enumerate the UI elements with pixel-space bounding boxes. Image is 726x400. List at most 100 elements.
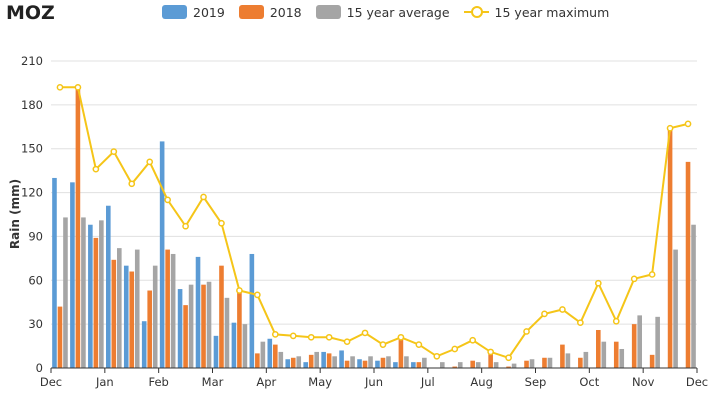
max-line-point [415, 341, 423, 348]
max-line-point [236, 287, 243, 294]
x-tick-label: Jul [420, 375, 435, 389]
bar-15-year-average [547, 357, 553, 368]
x-tick-label: Jan [95, 375, 114, 389]
bar-15-year-average [152, 265, 158, 368]
bar-2018 [596, 329, 601, 368]
bar-15-year-average [475, 362, 481, 368]
max-line-point [182, 222, 189, 230]
bar-2018 [578, 357, 583, 368]
bar-15-year-average [170, 253, 176, 368]
max-line-point [397, 333, 405, 341]
bar-2019 [411, 362, 416, 368]
bar-15-year-average [583, 351, 589, 368]
max-line-point [74, 83, 82, 91]
bar-2019 [267, 338, 273, 368]
max-line-point [541, 310, 548, 318]
bar-2018 [129, 271, 135, 368]
max-line-path [60, 86, 689, 359]
grid [51, 60, 697, 325]
bar-2018 [147, 290, 152, 368]
bar-15-year-average [386, 356, 391, 368]
axes: 0 30 60 90 120 150 180 210 Dec Jan Feb Mar Apr May Jun… [21, 54, 708, 389]
bar-15-year-average [673, 249, 678, 368]
bar-2019 [70, 182, 75, 368]
max-line-point [577, 319, 584, 327]
bar-2018 [380, 357, 386, 368]
max-line-point [110, 148, 118, 155]
max-line-point [128, 180, 136, 188]
bar-15-year-average [422, 357, 427, 368]
y-tick-label: 210 [21, 54, 43, 68]
chart-title: MOZ [6, 2, 55, 24]
bar-2019 [141, 321, 147, 368]
max-line-point [559, 306, 566, 313]
bar-2018 [506, 366, 511, 368]
max-line-point [648, 271, 656, 278]
y-tick-label: 180 [21, 98, 43, 112]
max-line-point [487, 348, 494, 356]
bar-2018 [560, 344, 565, 368]
x-tick-label: Apr [256, 375, 276, 389]
bar-2018 [452, 366, 458, 368]
bar-15-year-average [278, 351, 284, 368]
bar-2018 [685, 161, 691, 368]
legend-item-2019[interactable]: 2019 [162, 5, 225, 20]
bar-2019 [88, 224, 93, 368]
bar-2018 [488, 353, 493, 368]
bar-2019 [321, 351, 326, 368]
x-tick-label: Aug [470, 375, 492, 389]
bar-15-year-average [529, 359, 535, 368]
bar-15-year-average [134, 249, 140, 368]
x-tick-label: May [308, 375, 332, 389]
bar-15-year-average [493, 362, 499, 368]
max-line-point [254, 291, 261, 299]
bar-2019 [357, 359, 362, 368]
x-tick-label: Mar [202, 375, 224, 389]
bar-15-year-average [99, 220, 104, 368]
legend-item-15-year-average[interactable]: 15 year average [315, 4, 450, 20]
bars [52, 85, 696, 368]
bar-15-year-average [619, 348, 625, 368]
bar-15-year-average [81, 217, 86, 368]
legend-swatch-2019 [162, 5, 187, 19]
bar-2018 [416, 362, 422, 368]
bar-2018 [111, 259, 117, 368]
legend-label-15-year-average: 15 year average [346, 4, 450, 20]
bar-2018 [542, 357, 547, 368]
max-line-point [325, 333, 333, 341]
bar-15-year-average [655, 316, 660, 368]
max-line-point [92, 165, 100, 173]
bar-2018 [237, 290, 242, 368]
bar-15-year-average [314, 351, 319, 368]
bar-15-year-average [601, 341, 607, 368]
legend-swatch-15-year-average [315, 5, 341, 19]
bar-15-year-average [691, 224, 696, 368]
max-line-point [379, 341, 387, 348]
bar-2018 [362, 360, 368, 368]
bar-15-year-average [565, 353, 571, 368]
legend-item-2018[interactable]: 2018 [238, 5, 302, 20]
bar-2018 [201, 284, 206, 368]
bar-2018 [57, 306, 63, 368]
bar-2019 [123, 265, 129, 368]
max-line-point [451, 345, 459, 353]
max-line-point [146, 158, 154, 166]
legend-swatch-15-year-maximum [463, 5, 489, 19]
bar-2018 [308, 354, 314, 368]
y-tick-label: 150 [21, 142, 43, 156]
bar-15-year-average [242, 324, 248, 368]
bar-15-year-average [404, 356, 409, 368]
bar-2018 [273, 344, 278, 368]
max-line-point [307, 333, 315, 341]
bar-15-year-average [296, 356, 302, 368]
bar-2019 [52, 177, 57, 368]
bar-2019 [231, 322, 237, 368]
bar-2018 [290, 357, 296, 368]
max-line-point [164, 196, 171, 204]
max-line [56, 83, 692, 362]
legend-item-15-year-maximum[interactable]: 15 year maximum [463, 5, 609, 20]
legend: 2019 2018 15 year average 15 year maximu… [162, 4, 623, 20]
bar-2019 [393, 362, 398, 368]
max-line-point [218, 219, 225, 227]
max-line-point [361, 329, 369, 337]
